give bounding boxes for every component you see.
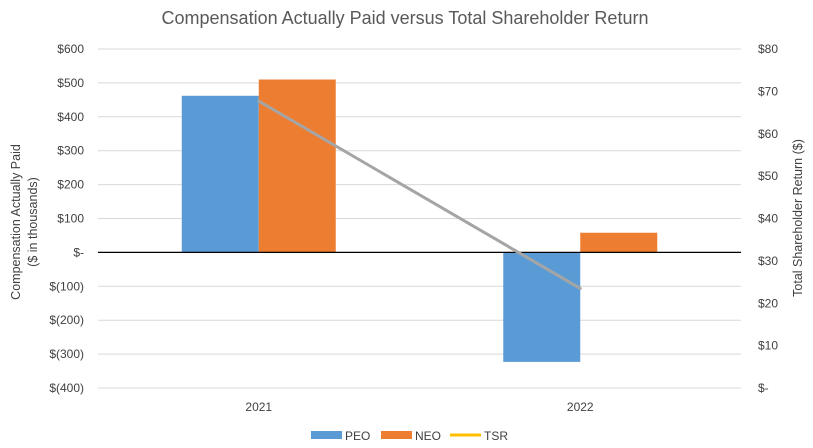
bar-neo-2022 [580,232,658,253]
x-tick-label: 2022 [567,400,594,414]
right-tick-label: $20 [758,296,778,310]
right-axis-label: Total Shareholder Return ($) [791,139,805,297]
legend-label-peo: PEO [345,429,370,443]
left-tick-label: $400 [57,110,84,124]
left-tick-label: $(400) [49,381,84,395]
left-axis-label-line2: ($ in thousands) [26,177,40,267]
bars [181,79,658,362]
legend-label-tsr: TSR [484,429,508,443]
right-tick-label: $70 [758,84,778,98]
bar-neo-2021 [258,79,336,253]
legend-label-neo: NEO [415,429,441,443]
right-tick-label: $80 [758,42,778,56]
left-tick-label: $(200) [49,313,84,327]
tsr-line [257,99,582,290]
left-tick-label: $(100) [49,279,84,293]
right-tick-label: $50 [758,169,778,183]
left-tick-label: $- [73,245,84,259]
left-tick-label: $100 [57,212,84,226]
legend-swatch-neo [381,431,412,439]
x-tick-label: 2021 [245,400,272,414]
bar-peo-2021 [181,95,259,253]
right-tick-label: $10 [758,339,778,353]
right-tick-label: $60 [758,127,778,141]
left-tick-label: $600 [57,42,84,56]
chart-title: Compensation Actually Paid versus Total … [162,8,649,28]
right-tick-label: $40 [758,212,778,226]
bar-peo-2022 [503,252,581,362]
left-tick-label: $300 [57,144,84,158]
x-axis-ticks: 2021 2022 [245,400,594,414]
right-axis-ticks: $- $10 $20 $30 $40 $50 $60 $70 $80 [758,42,778,395]
left-tick-label: $200 [57,178,84,192]
right-tick-label: $- [758,381,769,395]
legend-swatch-peo [311,431,342,439]
left-tick-label: $(300) [49,347,84,361]
tsr-line-group [257,99,582,290]
right-tick-label: $30 [758,254,778,268]
left-tick-label: $500 [57,76,84,90]
legend: PEO NEO TSR [311,429,508,443]
left-axis-ticks: $(400) $(300) $(200) $(100) $- $100 $200 $300 $4… [49,42,84,395]
left-axis-label-line1: Compensation Actually Paid [9,144,23,300]
